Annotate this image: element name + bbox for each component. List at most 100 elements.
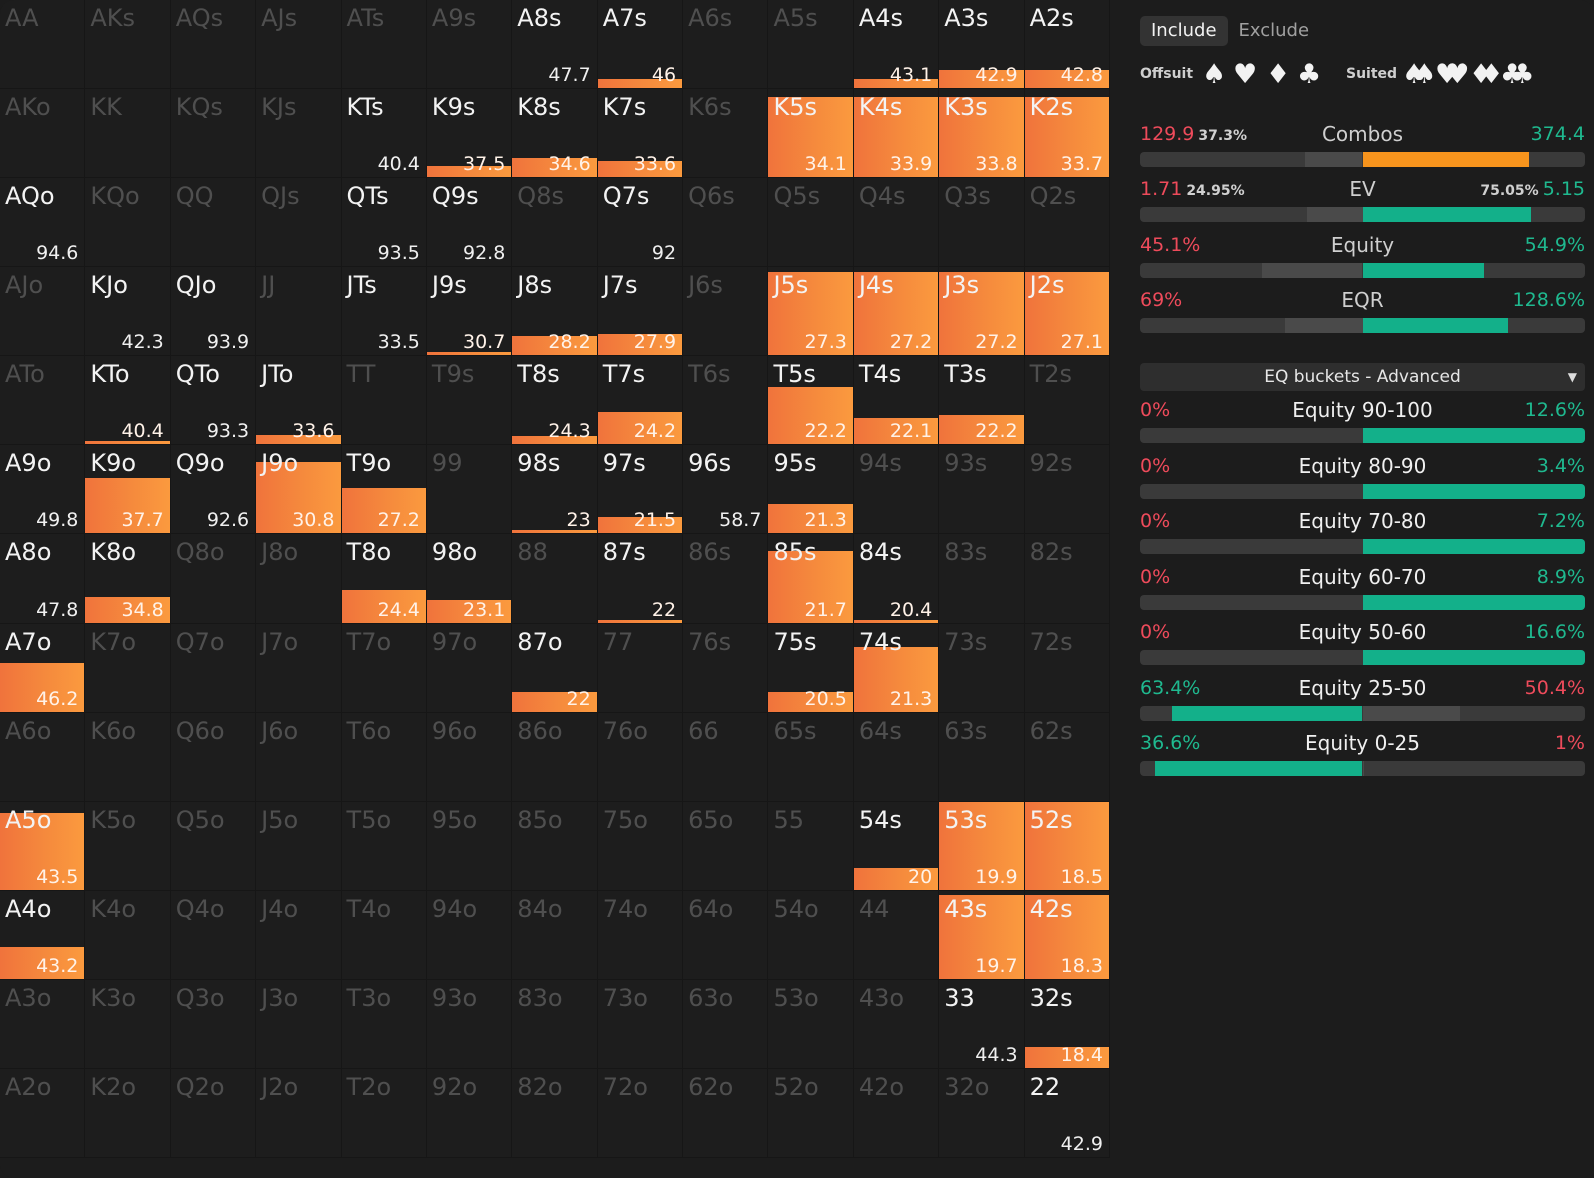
hand-cell[interactable]: 53s 19.9 (939, 801, 1025, 891)
hand-cell[interactable]: 95s 21.3 (768, 445, 854, 535)
hand-cell[interactable]: Q2s (1024, 178, 1110, 268)
hand-cell[interactable]: KTo 40.4 (85, 356, 171, 446)
hand-cell[interactable]: T5s 22.2 (768, 356, 854, 446)
hand-cell[interactable]: QJo 93.9 (170, 267, 257, 357)
eq-buckets-dropdown[interactable]: EQ buckets - Advanced ▼ (1140, 363, 1585, 391)
hand-cell[interactable]: QTs 93.5 (341, 178, 427, 268)
hand-cell[interactable]: A5s (768, 0, 854, 90)
hand-cell[interactable]: 96o (426, 712, 513, 802)
hand-cell[interactable]: ATo (0, 356, 86, 446)
hand-cell[interactable]: 66 (683, 712, 769, 802)
hand-cell[interactable]: A8s 47.7 (512, 0, 598, 90)
hand-cell[interactable]: T3o (341, 979, 427, 1069)
hand-cell[interactable]: 33 44.3 (939, 979, 1025, 1069)
club-icon[interactable]: ♣ (1297, 59, 1322, 90)
hand-cell[interactable]: 85o (512, 801, 598, 891)
hand-cell[interactable]: 94s (853, 445, 940, 535)
hand-cell[interactable]: J3s 27.2 (939, 267, 1025, 357)
hand-cell[interactable]: Q7o (170, 623, 257, 713)
hand-cell[interactable]: K7o (85, 623, 171, 713)
hand-cell[interactable]: K3o (85, 979, 171, 1069)
hand-cell[interactable]: A7s 46 (597, 0, 684, 90)
hand-cell[interactable]: JJ (256, 267, 342, 357)
hand-cell[interactable]: KTs 40.4 (341, 89, 427, 179)
hand-cell[interactable]: 76s (683, 623, 769, 713)
double-diamond-icon[interactable]: ♦♦ (1469, 59, 1504, 90)
hand-cell[interactable]: 64o (683, 890, 769, 980)
hand-cell[interactable]: 85s 21.7 (768, 534, 854, 624)
hand-cell[interactable]: 97o (426, 623, 513, 713)
hand-cell[interactable]: 87o 22 (512, 623, 598, 713)
hand-cell[interactable]: 84s 20.4 (853, 534, 940, 624)
hand-cell[interactable]: Q6s (683, 178, 769, 268)
hand-cell[interactable]: Q4o (170, 890, 257, 980)
hand-cell[interactable]: AA (0, 0, 86, 90)
hand-cell[interactable]: J2o (256, 1068, 342, 1158)
hand-cell[interactable]: A3s 42.9 (939, 0, 1025, 90)
hand-cell[interactable]: 55 (768, 801, 854, 891)
hand-cell[interactable]: Q9s 92.8 (426, 178, 513, 268)
double-spade-icon[interactable]: ♠♠ (1402, 59, 1437, 90)
hand-cell[interactable]: Q4s (853, 178, 940, 268)
hand-cell[interactable]: Q7s 92 (597, 178, 684, 268)
heart-icon[interactable]: ♥ (1233, 59, 1258, 90)
hand-cell[interactable]: T9s (426, 356, 513, 446)
hand-cell[interactable]: A4s 43.1 (853, 0, 940, 90)
hand-cell[interactable]: Q8s (512, 178, 598, 268)
hand-cell[interactable]: 32s 18.4 (1024, 979, 1110, 1069)
hand-cell[interactable]: 97s 21.5 (597, 445, 684, 535)
hand-cell[interactable]: J7s 27.9 (597, 267, 684, 357)
hand-cell[interactable]: 52s 18.5 (1024, 801, 1110, 891)
hand-cell[interactable]: 44 (853, 890, 940, 980)
hand-cell[interactable]: 82o (512, 1068, 598, 1158)
hand-cell[interactable]: 65o (683, 801, 769, 891)
hand-cell[interactable]: T7s 24.2 (597, 356, 684, 446)
hand-cell[interactable]: 42o (853, 1068, 940, 1158)
hand-cell[interactable]: QQ (170, 178, 257, 268)
hand-cell[interactable]: A9s (426, 0, 513, 90)
hand-cell[interactable]: 42s 18.3 (1024, 890, 1110, 980)
hand-cell[interactable]: J4s 27.2 (853, 267, 940, 357)
hand-cell[interactable]: T8o 24.4 (341, 534, 427, 624)
hand-cell[interactable]: T4o (341, 890, 427, 980)
hand-cell[interactable]: J8s 28.2 (512, 267, 598, 357)
hand-cell[interactable]: T2s (1024, 356, 1110, 446)
hand-cell[interactable]: 76o (597, 712, 684, 802)
hand-cell[interactable]: 73o (597, 979, 684, 1069)
hand-cell[interactable]: Q2o (170, 1068, 257, 1158)
hand-cell[interactable]: J4o (256, 890, 342, 980)
tab-exclude[interactable]: Exclude (1238, 20, 1310, 41)
double-club-icon[interactable]: ♣♣ (1500, 59, 1535, 90)
hand-cell[interactable]: K9s 37.5 (426, 89, 513, 179)
hand-cell[interactable]: A6o (0, 712, 86, 802)
hand-cell[interactable]: KJo 42.3 (85, 267, 171, 357)
hand-cell[interactable]: J9s 30.7 (426, 267, 513, 357)
hand-cell[interactable]: 84o (512, 890, 598, 980)
hand-cell[interactable]: T6s (683, 356, 769, 446)
hand-cell[interactable]: T5o (341, 801, 427, 891)
hand-cell[interactable]: A2s 42.8 (1024, 0, 1110, 90)
hand-cell[interactable]: 72s (1024, 623, 1110, 713)
tab-include[interactable]: Include (1140, 16, 1228, 46)
hand-cell[interactable]: 98s 23 (512, 445, 598, 535)
hand-cell[interactable]: TT (341, 356, 427, 446)
hand-cell[interactable]: 83s (939, 534, 1025, 624)
hand-cell[interactable]: 94o (426, 890, 513, 980)
diamond-icon[interactable]: ♦ (1266, 59, 1291, 90)
hand-cell[interactable]: 86o (512, 712, 598, 802)
hand-cell[interactable]: K8s 34.6 (512, 89, 598, 179)
hand-cell[interactable]: J6o (256, 712, 342, 802)
hand-cell[interactable]: 92s (1024, 445, 1110, 535)
hand-cell[interactable]: 75o (597, 801, 684, 891)
hand-cell[interactable]: 72o (597, 1068, 684, 1158)
hand-cell[interactable]: JTo 33.6 (256, 356, 342, 446)
hand-cell[interactable]: J8o (256, 534, 342, 624)
hand-cell[interactable]: K5o (85, 801, 171, 891)
hand-cell[interactable]: A3o (0, 979, 86, 1069)
hand-cell[interactable]: 63o (683, 979, 769, 1069)
hand-cell[interactable]: A9o 49.8 (0, 445, 86, 535)
hand-cell[interactable]: K4s 33.9 (853, 89, 940, 179)
hand-cell[interactable]: K2o (85, 1068, 171, 1158)
hand-cell[interactable]: J3o (256, 979, 342, 1069)
hand-cell[interactable]: 53o (768, 979, 854, 1069)
